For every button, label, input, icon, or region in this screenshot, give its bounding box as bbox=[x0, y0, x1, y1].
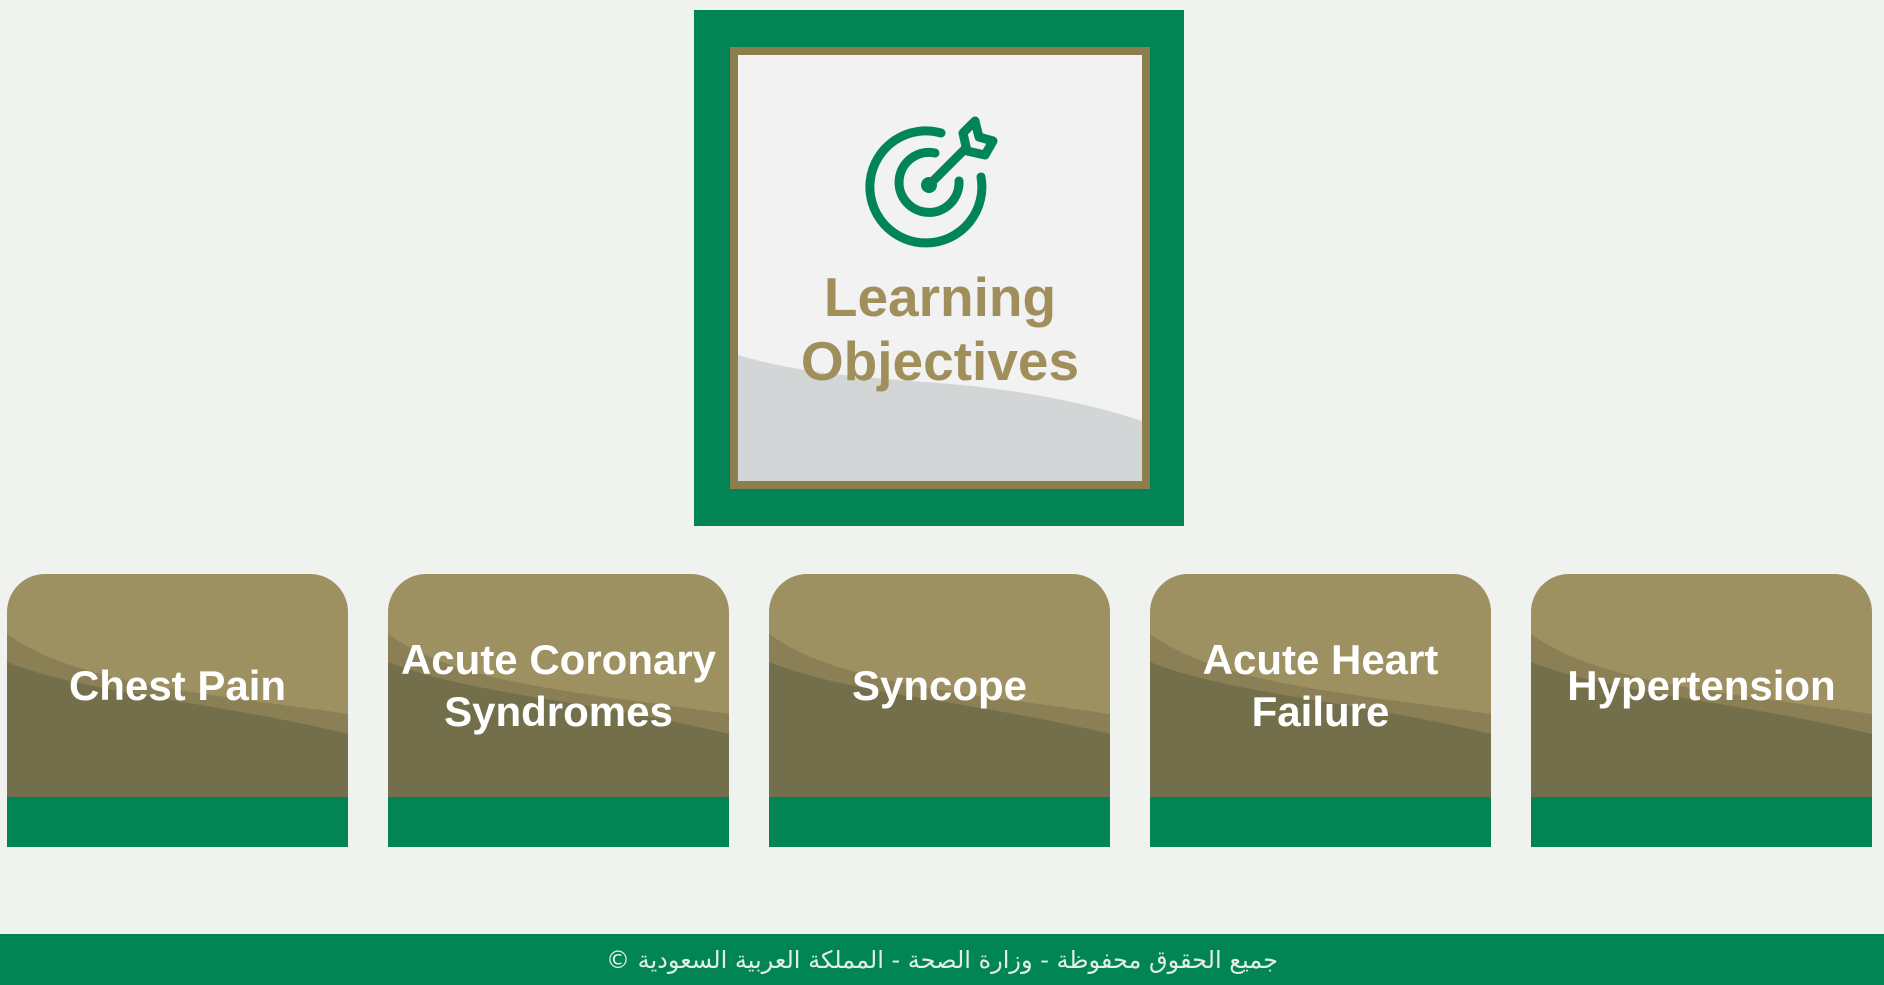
title-panel: Learning Objectives bbox=[738, 55, 1142, 481]
card-label: Syncope bbox=[851, 661, 1028, 709]
topic-card-hypertension: Hypertension bbox=[1531, 574, 1872, 847]
card-footer-bar bbox=[1150, 797, 1491, 847]
card-footer-bar bbox=[1531, 797, 1872, 847]
title-box: Learning Objectives bbox=[694, 10, 1184, 526]
topic-card-acute-heart-failure: Acute Heart Failure bbox=[1150, 574, 1491, 847]
copyright-text: جميع الحقوق محفوظة - وزارة الصحة - الممل… bbox=[606, 945, 1278, 974]
card-footer-bar bbox=[769, 797, 1110, 847]
card-label: Chest Pain bbox=[68, 661, 287, 709]
card-footer-bar bbox=[7, 797, 348, 847]
title-border: Learning Objectives bbox=[730, 47, 1150, 489]
footer-bar: جميع الحقوق محفوظة - وزارة الصحة - الممل… bbox=[0, 934, 1884, 985]
page-title: Learning Objectives bbox=[738, 265, 1142, 393]
card-label: Acute Heart Failure bbox=[1202, 635, 1439, 735]
title-line-2: Objectives bbox=[800, 330, 1080, 392]
topic-card-acute-coronary-syndromes: Acute Coronary Syndromes bbox=[388, 574, 729, 847]
target-arrow-icon bbox=[865, 116, 998, 248]
card-footer-bar bbox=[388, 797, 729, 847]
topic-card-chest-pain: Chest Pain bbox=[7, 574, 348, 847]
card-label: Hypertension bbox=[1567, 661, 1836, 709]
card-label: Acute Coronary Syndromes bbox=[400, 635, 717, 735]
topic-card-syncope: Syncope bbox=[769, 574, 1110, 847]
title-line-1: Learning bbox=[823, 266, 1057, 328]
title-wave-decoration bbox=[738, 355, 1142, 481]
